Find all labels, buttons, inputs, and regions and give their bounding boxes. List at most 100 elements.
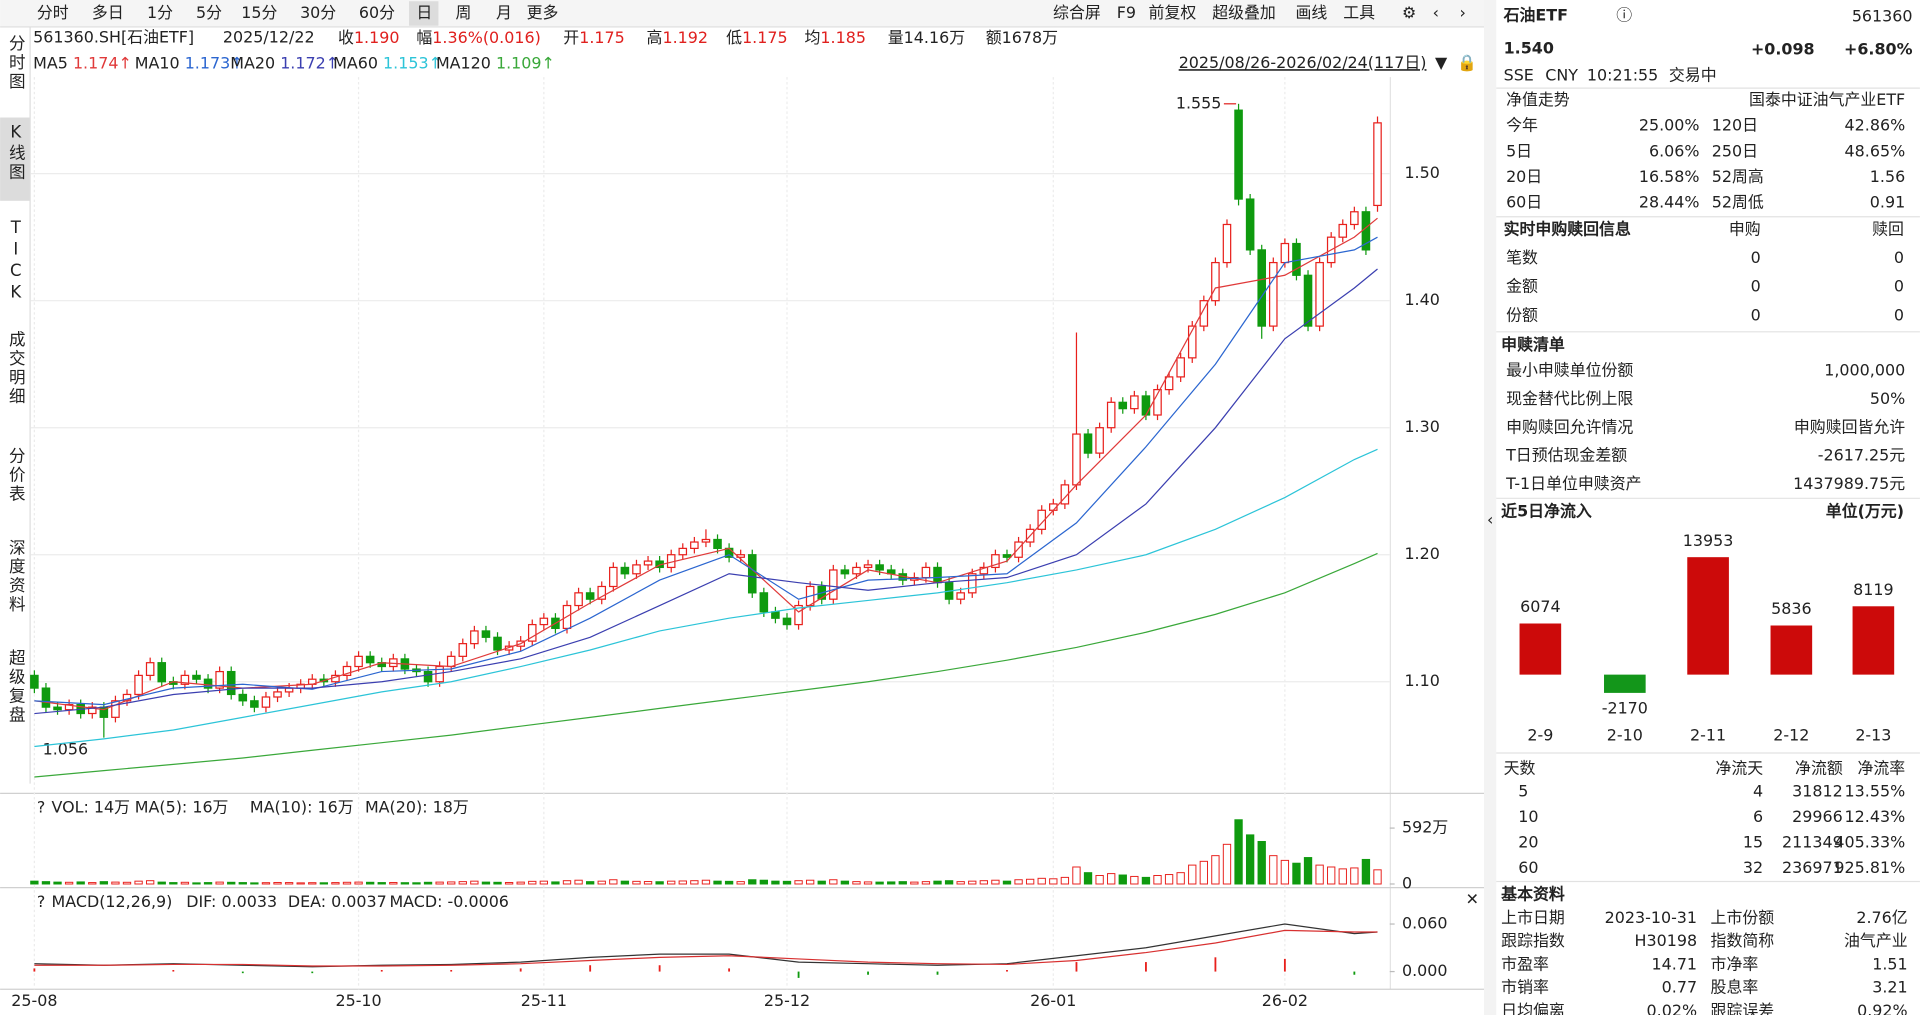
candle-body: [1106, 401, 1116, 429]
cell: 油气产业: [1844, 931, 1908, 950]
panel-separators: [1496, 87, 1920, 883]
period-tab[interactable]: 15分: [241, 3, 277, 22]
period-tab[interactable]: 周: [456, 3, 472, 22]
side-tab[interactable]: TICK: [6, 218, 25, 304]
help-icon[interactable]: ?: [37, 798, 45, 817]
candle-body: [991, 554, 1000, 569]
candle-body: [423, 670, 433, 683]
volume-bar: [759, 879, 769, 885]
bar: [1852, 606, 1895, 675]
range-dropdown[interactable]: ▼: [1435, 53, 1448, 72]
bar: [1687, 557, 1729, 675]
side-tab[interactable]: 分价表: [6, 446, 25, 503]
period-tab[interactable]: 1分: [147, 3, 173, 22]
volume-bar: [354, 881, 363, 885]
period-tab[interactable]: 60分: [359, 3, 395, 22]
table-header: 净流天: [1715, 758, 1763, 777]
pane-header: MACD: -0.0006: [389, 892, 508, 911]
period-tab[interactable]: 月: [496, 3, 512, 22]
macd-line: [34, 929, 1378, 967]
x-tick-label: 25-08: [11, 991, 57, 1010]
info-field: 量14.16万: [888, 27, 965, 46]
cell: 31812: [1792, 782, 1843, 801]
volume-bar: [134, 880, 143, 885]
cell: 405.33%: [1834, 833, 1905, 852]
volume-bar: [1234, 819, 1243, 885]
side-tab[interactable]: K线图: [6, 122, 25, 181]
period-tab[interactable]: 日: [416, 3, 432, 22]
splitter-arrow[interactable]: ‹: [1487, 510, 1493, 529]
tool-button[interactable]: F9: [1117, 3, 1136, 22]
volume-bar: [377, 882, 386, 885]
volume-bar: [1049, 878, 1058, 885]
volume-bar: [516, 881, 525, 885]
next-icon[interactable]: ›: [1460, 3, 1466, 22]
volume-bar: [365, 881, 375, 885]
volume-bar: [1245, 834, 1255, 885]
period-tab[interactable]: 多日: [92, 3, 124, 22]
tool-button[interactable]: 前复权: [1149, 3, 1197, 22]
candle-body: [53, 706, 62, 711]
ma-line: [34, 236, 1378, 706]
cell: 0: [1894, 248, 1904, 267]
period-tab[interactable]: 30分: [300, 3, 336, 22]
volume-bar: [956, 881, 965, 885]
side-tab[interactable]: 超级复盘: [6, 648, 25, 724]
info-icon[interactable]: ⓘ: [1616, 5, 1632, 24]
candle-body: [1153, 388, 1162, 416]
candle-body: [446, 655, 456, 668]
cell: T日预估现金差额: [1505, 446, 1627, 465]
volume-bar: [215, 881, 224, 885]
cell: 925.81%: [1834, 858, 1905, 877]
field-label: 额: [986, 27, 1002, 46]
candle-body: [470, 630, 479, 645]
lock-icon[interactable]: 🔒: [1457, 53, 1477, 72]
volume-bar: [944, 880, 954, 885]
cell: 60日: [1506, 193, 1542, 212]
cell: H30198: [1635, 931, 1698, 950]
volume-bar: [713, 880, 722, 885]
active-tab-bg: [409, 1, 439, 26]
cell: 市净率: [1711, 954, 1759, 973]
ma-legend: MA5 1.174↑: [33, 53, 132, 72]
volume-bar: [620, 880, 630, 885]
cell: 42.86%: [1845, 116, 1906, 135]
candle-body: [1373, 122, 1382, 207]
volume-bar: [261, 882, 271, 885]
volume-bar: [748, 879, 757, 885]
value-label: 5836: [1771, 599, 1811, 618]
cell: -2617.25元: [1818, 446, 1906, 465]
prev-icon[interactable]: ‹: [1433, 3, 1439, 22]
candle-body: [250, 700, 259, 708]
tool-button[interactable]: 超级叠加: [1212, 3, 1276, 22]
candle-body: [1257, 249, 1267, 327]
tool-button[interactable]: 综合屏: [1053, 3, 1101, 22]
splitter[interactable]: [1484, 0, 1497, 1015]
period-tab[interactable]: 5分: [196, 3, 222, 22]
side-tab[interactable]: 分时图: [6, 34, 25, 91]
volume-bar: [203, 882, 213, 885]
candle-body: [852, 566, 861, 575]
volume-bar: [1141, 876, 1151, 885]
period-tab[interactable]: 分时: [37, 3, 69, 22]
field-label: 高: [647, 27, 663, 46]
volume-bar: [910, 881, 919, 885]
side-tab[interactable]: 深度资料: [6, 538, 25, 614]
volume-bar: [1083, 872, 1093, 885]
cell: 跟踪误差: [1711, 1001, 1775, 1015]
volume-bar: [331, 882, 340, 885]
y-tick-label: 592万: [1402, 818, 1448, 837]
close-icon[interactable]: ✕: [1466, 889, 1479, 908]
candle-body: [678, 547, 688, 556]
bar: [1519, 623, 1562, 675]
table-header: 净流率: [1857, 758, 1905, 777]
tool-button[interactable]: 工具: [1343, 3, 1375, 22]
volume-bar: [1153, 875, 1162, 885]
settings-icon[interactable]: ⚙: [1402, 3, 1416, 22]
tool-button[interactable]: 画线: [1295, 3, 1327, 22]
period-tab[interactable]: 更多: [527, 3, 559, 22]
volume-bar: [250, 882, 259, 885]
side-tab[interactable]: 成交明细: [6, 330, 25, 406]
help-icon[interactable]: ?: [37, 892, 45, 911]
